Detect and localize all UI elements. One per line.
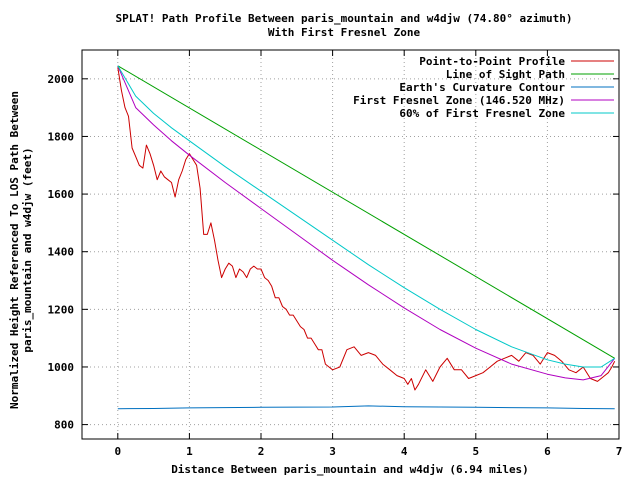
y-tick-label-2: 1200 <box>48 303 75 316</box>
y-axis-label-line1: Normalized Height Referenced To LOS Path… <box>8 91 21 409</box>
series-lines <box>117 65 616 410</box>
x-axis-label: Distance Between paris_mountain and w4dj… <box>171 463 529 476</box>
x-axis-ticks: 0 1 2 3 4 5 6 7 <box>114 50 622 458</box>
y-axis-label-group: Normalized Height Referenced To LOS Path… <box>8 91 34 409</box>
series-line-3 <box>117 65 616 381</box>
series-line-1 <box>117 65 615 359</box>
y-tick-label-4: 1600 <box>48 188 75 201</box>
legend-label-4: 60% of First Fresnel Zone <box>399 107 565 120</box>
chart-subtitle: With First Fresnel Zone <box>268 26 421 39</box>
x-tick-label-1: 1 <box>186 445 193 458</box>
x-tick-label-4: 4 <box>401 445 408 458</box>
x-tick-label-5: 5 <box>472 445 479 458</box>
y-axis-ticks: 800 1000 1200 1400 1600 1800 2000 <box>48 73 619 432</box>
legend-label-1: Line of Sight Path <box>446 68 565 81</box>
y-tick-label-3: 1400 <box>48 246 75 259</box>
series-line-4 <box>117 65 615 368</box>
y-tick-label-5: 1800 <box>48 130 75 143</box>
y-tick-label-0: 800 <box>54 419 74 432</box>
x-tick-label-0: 0 <box>114 445 121 458</box>
x-tick-label-6: 6 <box>544 445 551 458</box>
x-tick-label-2: 2 <box>258 445 265 458</box>
legend-label-3: First Fresnel Zone (146.520 MHz) <box>353 94 565 107</box>
series-line-2 <box>117 405 615 410</box>
x-tick-label-7: 7 <box>616 445 623 458</box>
legend-label-0: Point-to-Point Profile <box>419 55 565 68</box>
series-line-0 <box>117 67 616 391</box>
y-axis-label-line2: paris_mountain and w4djw (feet) <box>21 147 34 352</box>
x-tick-label-3: 3 <box>329 445 336 458</box>
chart-title: SPLAT! Path Profile Between paris_mounta… <box>116 12 573 25</box>
legend-label-2: Earth's Curvature Contour <box>399 81 565 94</box>
y-tick-label-1: 1000 <box>48 361 75 374</box>
plot-frame <box>81 49 620 440</box>
y-tick-label-6: 2000 <box>48 73 75 86</box>
